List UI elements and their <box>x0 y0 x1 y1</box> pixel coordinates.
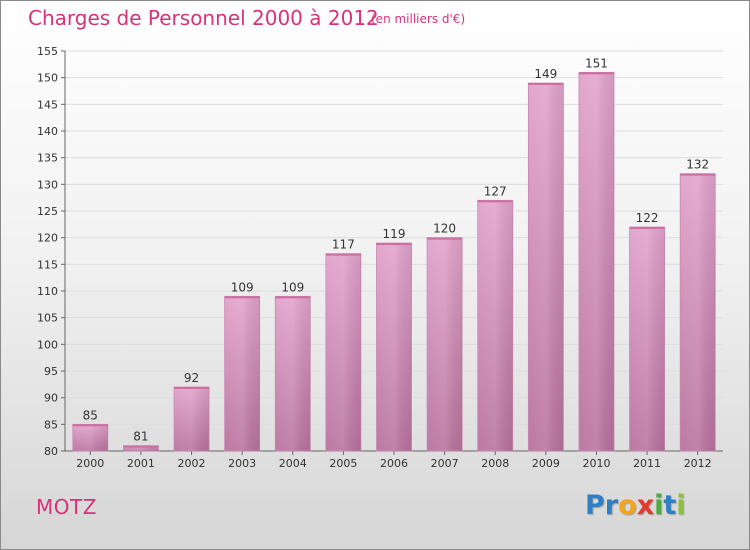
data-label: 132 <box>686 158 709 172</box>
bar-top-edge <box>376 243 412 245</box>
data-label: 85 <box>83 408 98 422</box>
bar-shine <box>578 72 614 451</box>
bar-top-edge <box>275 296 311 299</box>
y-tick-label: 110 <box>37 285 58 298</box>
data-label: 109 <box>281 280 304 294</box>
x-tick-label: 2011 <box>633 457 661 470</box>
chart-subtitle: (en milliers d'€) <box>371 12 466 26</box>
y-tick-label: 80 <box>44 445 58 458</box>
bar-shine <box>528 83 564 451</box>
bar-top-edge <box>680 173 716 176</box>
y-tick-label: 125 <box>37 205 58 218</box>
x-tick-label: 2003 <box>228 457 256 470</box>
data-label: 127 <box>484 184 507 198</box>
x-tick-label: 2001 <box>127 457 155 470</box>
data-label: 120 <box>433 222 456 236</box>
bar-shine <box>174 387 210 451</box>
y-tick-label: 135 <box>37 152 58 165</box>
logo-letter: r <box>604 490 619 521</box>
bar-shine <box>72 424 108 451</box>
x-tick-label: 2010 <box>582 457 610 470</box>
bar-top-edge <box>427 237 463 240</box>
y-tick-label: 100 <box>37 338 58 351</box>
bar-shine <box>224 296 260 451</box>
x-tick-label: 2007 <box>431 457 459 470</box>
bar-shine <box>477 200 513 451</box>
commune-name: MOTZ <box>36 495 97 519</box>
x-tick-label: 2006 <box>380 457 408 470</box>
x-tick-label: 2008 <box>481 457 509 470</box>
proxiti-logo: Proxiti <box>585 490 686 521</box>
bar-top-edge <box>123 445 159 448</box>
logo-letter: P <box>585 490 605 521</box>
data-label: 92 <box>184 371 199 385</box>
y-tick-label: 140 <box>37 125 58 138</box>
data-label: 151 <box>585 56 608 70</box>
logo-letter: t <box>663 490 677 521</box>
x-tick-label: 2004 <box>279 457 307 470</box>
data-label: 81 <box>133 430 148 444</box>
bar-shine <box>629 227 665 451</box>
y-tick-label: 155 <box>37 45 58 58</box>
x-tick-label: 2002 <box>178 457 206 470</box>
logo-letter: x <box>636 490 655 521</box>
bar-top-edge <box>477 200 513 203</box>
data-label: 122 <box>636 211 659 225</box>
y-tick-label: 85 <box>44 418 58 431</box>
logo-letter: i <box>654 490 664 521</box>
bar-shine <box>427 237 463 451</box>
y-tick-label: 145 <box>37 98 58 111</box>
data-label: 117 <box>332 238 355 252</box>
x-tick-label: 2012 <box>684 457 712 470</box>
x-tick-label: 2005 <box>329 457 357 470</box>
bar-shine <box>275 296 311 451</box>
data-label: 149 <box>534 67 557 81</box>
bar-top-edge <box>72 424 108 427</box>
y-tick-label: 150 <box>37 72 58 85</box>
chart-title: Charges de Personnel 2000 à 2012 <box>28 6 379 30</box>
bar-top-edge <box>224 296 260 299</box>
bar-shine <box>325 253 361 451</box>
bar-shine <box>376 243 412 451</box>
bar-shine <box>123 445 159 451</box>
data-label: 119 <box>383 227 406 241</box>
bar-top-edge <box>629 227 665 229</box>
y-tick-label: 130 <box>37 178 58 191</box>
y-tick-label: 115 <box>37 258 58 271</box>
bar-top-edge <box>578 72 614 75</box>
x-tick-label: 2009 <box>532 457 560 470</box>
bar-top-edge <box>528 83 564 85</box>
logo-letter: i <box>676 490 686 521</box>
x-tick-label: 2000 <box>76 457 104 470</box>
y-tick-label: 90 <box>44 392 58 405</box>
y-tick-label: 120 <box>37 232 58 245</box>
data-label: 109 <box>231 280 254 294</box>
data-labels: 85 2000 81 2001 92 2002 109 2003 109 2004 117 2005 1… <box>76 56 711 470</box>
logo-letter: o <box>618 490 637 521</box>
bar-top-edge <box>325 253 361 256</box>
bar-top-edge <box>174 387 210 389</box>
y-tick-label: 95 <box>44 365 58 378</box>
y-tick-label: 105 <box>37 312 58 325</box>
bars <box>72 71 716 452</box>
bar-shine <box>680 173 716 451</box>
